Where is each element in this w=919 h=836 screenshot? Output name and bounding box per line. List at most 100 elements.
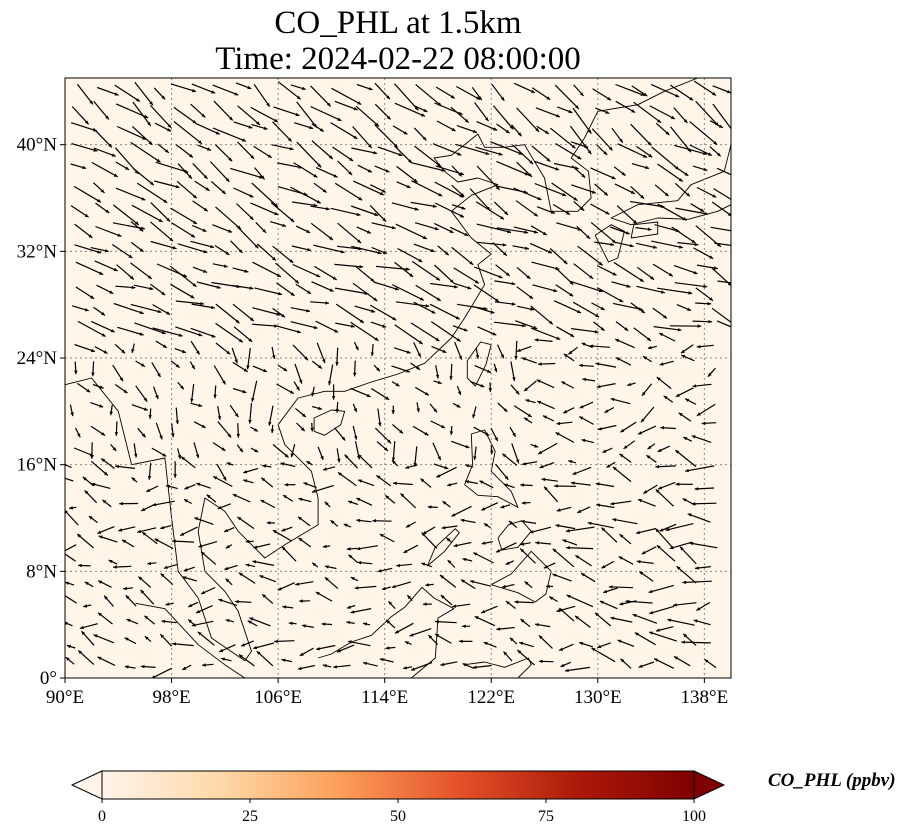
wind-arrow — [334, 263, 364, 269]
wind-arrow — [385, 619, 396, 629]
wind-arrow — [273, 106, 300, 117]
wind-arrow — [193, 421, 206, 429]
wind-arrow — [481, 541, 493, 545]
wind-arrow — [391, 581, 412, 589]
wind-arrow — [69, 506, 77, 510]
wind-arrow — [194, 180, 210, 192]
wind-arrow — [160, 572, 174, 586]
wind-arrow — [519, 641, 534, 648]
wind-arrow — [292, 344, 309, 361]
wind-arrow — [159, 633, 173, 647]
wind-arrow — [476, 165, 501, 191]
wind-arrow — [91, 482, 111, 489]
wind-arrow — [516, 107, 540, 133]
wind-arrow — [290, 186, 321, 204]
wind-arrow — [608, 585, 634, 589]
wind-arrow — [651, 146, 680, 171]
wind-arrow — [551, 182, 578, 202]
wind-arrow — [600, 527, 618, 543]
wind-arrow — [476, 121, 498, 131]
wind-arrow — [446, 537, 453, 544]
wind-arrow — [555, 284, 574, 297]
wind-arrow — [693, 80, 717, 97]
wind-arrow — [69, 404, 74, 417]
wind-arrow — [469, 580, 492, 587]
wind-arrow — [515, 320, 538, 330]
wind-arrow — [695, 301, 712, 306]
wind-arrow — [476, 223, 512, 234]
wind-arrow — [452, 402, 461, 409]
wind-arrow — [691, 502, 717, 506]
wind-arrow — [394, 102, 426, 117]
wind-arrow — [638, 661, 655, 668]
wind-arrow — [379, 533, 395, 543]
wind-arrow — [449, 226, 469, 237]
wind-arrow — [637, 498, 656, 507]
wind-arrow — [115, 161, 130, 171]
wind-arrow — [646, 454, 657, 463]
wind-arrow — [631, 85, 648, 97]
wind-arrow — [673, 655, 691, 667]
wind-arrow — [388, 600, 396, 610]
coastline-segment — [313, 409, 346, 436]
wind-arrow — [692, 165, 708, 171]
wind-arrow — [74, 223, 93, 239]
wind-arrow — [655, 122, 670, 136]
wind-arrow — [353, 180, 385, 196]
wind-arrow — [354, 440, 361, 460]
colorbar-extend-high — [693, 770, 726, 800]
wind-arrow — [553, 300, 582, 314]
wind-arrow — [473, 306, 495, 314]
wind-arrow — [172, 539, 195, 543]
colorbar: 0 25 50 75 100 — [70, 770, 726, 825]
wind-arrow — [573, 84, 585, 97]
wind-arrow — [135, 385, 148, 402]
wind-arrow — [351, 147, 378, 155]
wind-arrow — [642, 355, 653, 363]
wind-arrow — [471, 86, 483, 101]
wind-arrow — [516, 266, 531, 280]
wind-arrow — [510, 361, 516, 382]
wind-arrow — [190, 240, 215, 249]
wind-arrow — [77, 649, 95, 666]
wind-arrow — [274, 639, 295, 644]
wind-arrow — [324, 576, 339, 590]
wind-arrow — [350, 205, 379, 217]
wind-arrow — [480, 605, 498, 614]
wind-arrow — [606, 461, 616, 469]
wind-arrow — [620, 658, 632, 669]
wind-arrow — [213, 100, 234, 121]
wind-arrow — [253, 145, 273, 159]
wind-arrow — [681, 640, 711, 644]
wind-arrow — [297, 516, 311, 527]
wind-arrow — [613, 166, 626, 177]
wind-arrow — [614, 183, 636, 195]
wind-arrow — [182, 664, 192, 671]
wind-arrow — [175, 326, 203, 337]
wind-arrow — [555, 524, 576, 530]
wind-arrow — [496, 123, 510, 134]
wind-arrow — [65, 477, 74, 482]
wind-arrow — [96, 284, 114, 295]
wind-arrow — [336, 448, 341, 463]
wind-arrow — [440, 661, 458, 667]
wind-arrow — [94, 260, 118, 272]
wind-arrow — [314, 265, 338, 281]
wind-arrow — [521, 461, 538, 466]
wind-arrow — [322, 544, 331, 549]
wind-arrow — [509, 637, 518, 645]
wind-arrow — [154, 538, 174, 550]
wind-arrow — [147, 462, 152, 480]
wind-arrow — [218, 598, 238, 606]
wind-arrow — [502, 453, 518, 466]
wind-arrow — [610, 616, 633, 623]
wind-arrow — [74, 361, 78, 375]
wind-arrow — [295, 407, 307, 418]
wind-arrow — [474, 365, 492, 374]
wind-arrow — [420, 478, 432, 488]
wind-arrow — [294, 122, 314, 130]
wind-arrow — [251, 182, 279, 208]
wind-arrow — [501, 583, 515, 589]
wind-arrow — [195, 123, 221, 135]
wind-arrow — [131, 476, 138, 483]
